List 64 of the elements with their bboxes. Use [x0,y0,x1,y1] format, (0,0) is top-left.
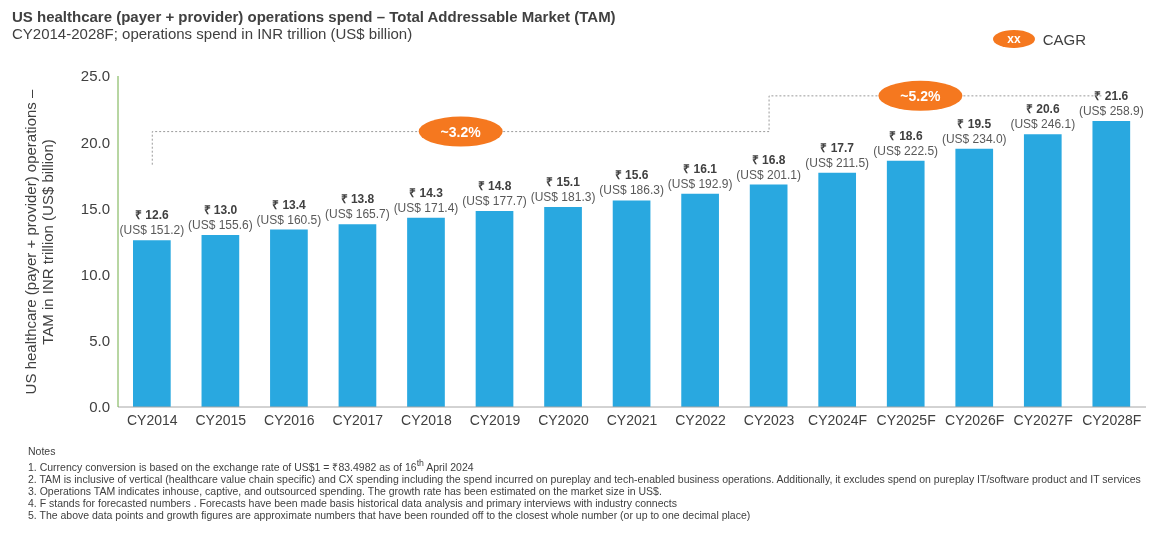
y-tick-label: 25.0 [80,67,110,85]
text: 5. The above data points and growth figures are approximate numbers that have been rounded off to the closest whole number (or up to one decimal place) [28,508,752,521]
bar [201,234,240,407]
data-label: ₹ 21.6 (US$ 258.9) [1078,89,1144,119]
data-label: ₹ 16.8 (US$ 201.1) [736,152,801,182]
text: 1. Currency conversion is based on the exchange rate of US$1 = ₹83.4982 as of 16$^{th}$ April 2024 [28,457,475,473]
x-tick-label: CY2017 [332,411,384,428]
bar [544,207,582,407]
text: CAGR [1042,30,1086,48]
data-label: ₹ 16.1 (US$ 192.9) [667,161,733,191]
data-label: ₹ 18.6 (US$ 222.5) [873,128,939,158]
oval-key: xx [993,30,1035,48]
data-label: ₹ 14.3 (US$ 171.4) [393,185,459,215]
bar [818,172,857,407]
data-label: ₹ 20.6 (US$ 246.1) [1010,102,1076,132]
bar [612,200,651,407]
x-tick-label: CY2015 [195,411,247,428]
bar [133,240,171,407]
bar [886,160,925,407]
x-tick-label: CY2023 [743,411,795,428]
bar [1092,121,1131,407]
y-tick-label: 5.0 [89,332,110,350]
data-label: ₹ 15.1 (US$ 181.3) [530,175,596,205]
x-tick-label: CY2027F [1013,411,1073,428]
annotation: ~5.2% [900,87,941,104]
x-tick-label: CY2025F [876,411,936,428]
x-tick-label: CY2024F [808,411,868,428]
bar [749,184,788,407]
text: 2. TAM is inclusive of vertical (healthcare value chain specific) and CX spending including the spend incurred on pureplay and tech-enabled business operations. Additionally, it excludes spend on pureplay IT/software product and IT services [28,472,1142,485]
y-tick-label: 20.0 [80,133,110,151]
x-tick-label: CY2022 [675,411,727,428]
y-tick-label: 15.0 [80,199,110,217]
y-axis-title: US healthcare (payer + provider) operations – TAM in INR trillion (US$ billion) [21,88,55,396]
x-tick-label: CY2020 [538,411,589,428]
data-label: ₹ 13.8 (US$ 165.7) [325,192,390,222]
x-tick-label: CY2026F [945,411,1005,428]
x-tick-label: CY2016 [264,411,315,428]
annotation: ~3.2% [440,123,482,140]
text: 4. F stands for forecasted numbers . Forecasts have been made basis historical data analysis and primary interviews with industry connects [28,496,678,509]
data-label: ₹ 19.5 (US$ 234.0) [941,116,1007,146]
bar [338,224,377,407]
bar [1023,134,1062,407]
data-label: ₹ 14.8 (US$ 177.7) [462,179,527,209]
data-label: ₹ 13.0 (US$ 155.6) [188,202,253,232]
x-tick-label: CY2014 [126,411,178,428]
bar [270,229,308,407]
data-label: ₹ 17.7 (US$ 211.5) [805,140,870,170]
y-tick-label: 0.0 [89,398,110,416]
chart-subtitle: CY2014-2028F; operations spend in INR trillion (US$ billion) [12,25,413,42]
bar [475,211,514,407]
chart-title: US healthcare (payer + provider) operations spend – Total Addressable Market (TAM) [11,8,617,25]
x-tick-label: CY2021 [606,411,658,428]
bar [407,217,445,407]
x-tick-label: CY2028F [1082,411,1142,428]
x-tick-label: CY2019 [469,411,521,428]
data-label: ₹ 15.6 (US$ 186.3) [599,168,664,198]
bar [681,193,719,407]
y-tick-label: 10.0 [80,265,110,283]
text: 3. Operations TAM indicates inhouse, captive, and outsourced spending. The growth rate has been estimated on the market size in US$. [28,484,663,497]
data-label: ₹ 12.6 (US$ 151.2) [119,208,185,238]
x-tick-label: CY2018 [401,411,452,428]
text: Notes [28,445,57,457]
bar [955,148,994,407]
data-label: ₹ 13.4 (US$ 160.5) [256,197,322,227]
